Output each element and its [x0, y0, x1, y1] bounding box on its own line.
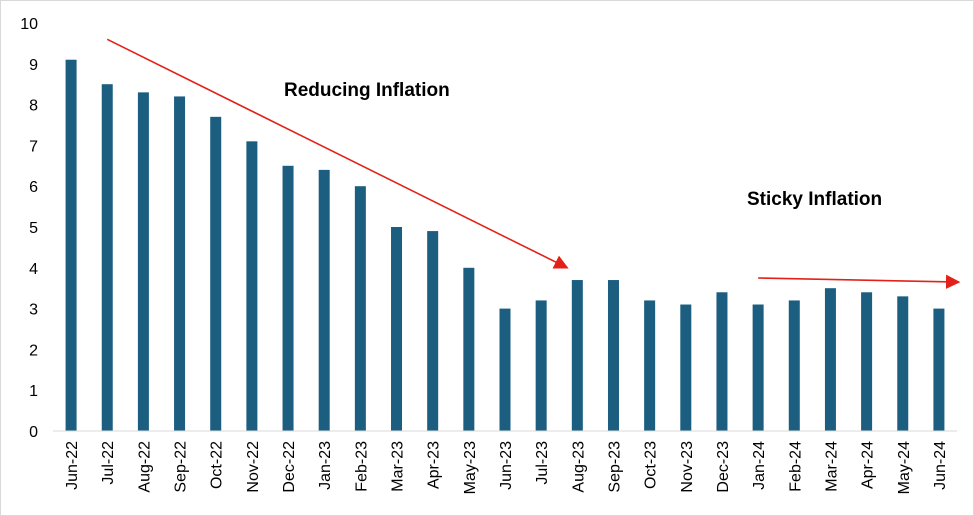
bar-jun-22: [65, 59, 77, 431]
x-tick-label: Sep-23: [606, 441, 623, 493]
x-tick-label: Sep-22: [173, 441, 190, 493]
bar-aug-23: [571, 280, 583, 431]
x-tick-label: Jul-23: [534, 441, 551, 485]
bar-jan-23: [318, 169, 330, 431]
x-tick-label: Nov-23: [679, 441, 696, 493]
bar-jun-23: [499, 308, 511, 431]
x-tick-label: Nov-22: [245, 441, 262, 493]
x-tick-label: Jan-23: [317, 441, 334, 490]
bar-dec-22: [282, 165, 294, 432]
x-tick-label: Jul-22: [100, 441, 117, 485]
x-tick-label: May-24: [896, 441, 913, 494]
x-tick-label: Oct-23: [643, 441, 660, 489]
x-tick-label: Dec-23: [715, 441, 732, 493]
y-tick-label: 1: [29, 383, 38, 400]
y-tick-label: 4: [29, 261, 38, 278]
x-tick-label: Jun-24: [932, 441, 949, 490]
bar-apr-23: [427, 231, 439, 431]
y-tick-label: 9: [29, 57, 38, 74]
bar-mar-23: [391, 227, 403, 431]
x-tick-label: Dec-22: [281, 441, 298, 493]
y-tick-label: 10: [20, 16, 38, 33]
bar-jun-24: [933, 308, 945, 431]
x-tick-label: Jan-24: [751, 441, 768, 490]
trend-arrow-sticky: [758, 274, 961, 290]
x-tick-label: Jun-22: [64, 441, 81, 490]
bar-may-24: [897, 296, 909, 431]
y-axis-tick-labels: 0 1 2 3 4 5 6 7 8 9 10: [20, 16, 38, 441]
x-tick-label: Feb-23: [353, 441, 370, 492]
y-tick-label: 6: [29, 179, 38, 196]
x-tick-label: Oct-22: [209, 441, 226, 489]
x-tick-label: Aug-23: [570, 441, 587, 493]
bar-oct-22: [210, 116, 222, 431]
x-axis-tick-labels: Jun-22 Jul-22 Aug-22 Sep-22 Oct-22 Nov-22 Dec-…: [64, 441, 949, 494]
y-tick-label: 2: [29, 342, 38, 359]
x-tick-label: Apr-24: [860, 441, 877, 489]
x-tick-label: Feb-24: [787, 441, 804, 492]
trend-arrow-reducing: [106, 38, 569, 269]
x-tick-label: Apr-23: [426, 441, 443, 489]
bar-sep-23: [607, 280, 619, 431]
bar-apr-24: [861, 292, 873, 431]
y-tick-label: 7: [29, 138, 38, 155]
bar-feb-23: [354, 186, 366, 431]
bar-aug-22: [137, 92, 149, 432]
bar-jul-23: [535, 300, 547, 431]
bar-sep-22: [174, 96, 186, 431]
y-tick-label: 3: [29, 302, 38, 319]
bar-series: [65, 59, 945, 432]
y-tick-label: 5: [29, 220, 38, 237]
bar-oct-23: [644, 300, 656, 431]
x-tick-label: May-23: [462, 441, 479, 494]
bar-jul-22: [101, 84, 113, 431]
x-tick-label: Mar-23: [390, 441, 407, 492]
y-tick-label: 0: [29, 424, 38, 441]
x-tick-label: Jun-23: [498, 441, 515, 490]
x-tick-label: Mar-24: [823, 441, 840, 492]
bar-may-23: [463, 267, 475, 431]
annotation-reducing-inflation: Reducing Inflation: [284, 80, 450, 101]
bar-nov-22: [246, 141, 258, 431]
bar-nov-23: [680, 304, 692, 431]
bar-dec-23: [716, 292, 728, 431]
x-tick-label: Aug-22: [136, 441, 153, 493]
bar-jan-24: [752, 304, 764, 431]
bar-feb-24: [788, 300, 800, 431]
y-tick-label: 8: [29, 98, 38, 115]
trend-arrows: [106, 38, 961, 290]
annotation-sticky-inflation: Sticky Inflation: [747, 189, 882, 210]
bar-mar-24: [824, 288, 836, 431]
